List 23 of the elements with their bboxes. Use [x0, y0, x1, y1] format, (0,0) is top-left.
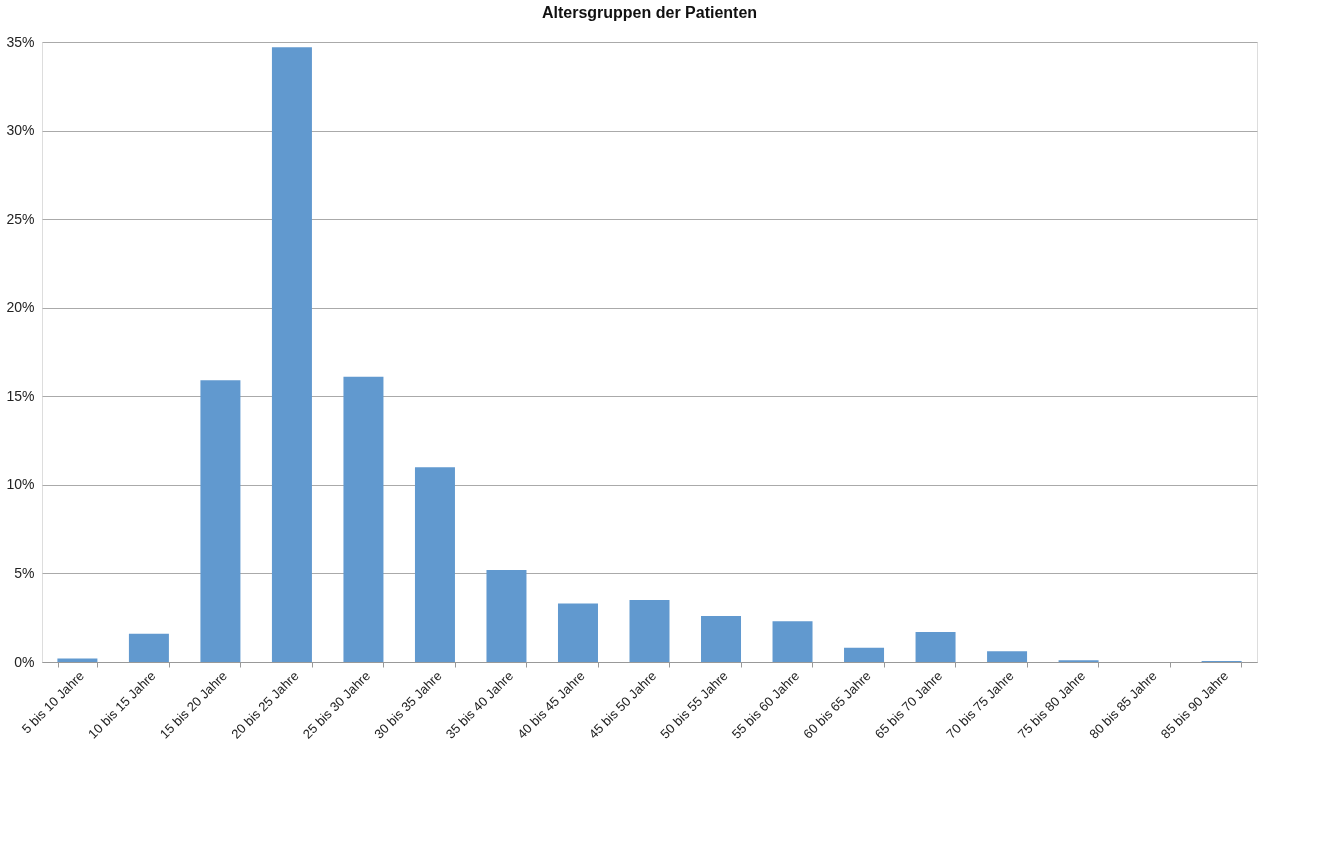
- bar: [57, 658, 98, 662]
- y-tick-label: 20%: [6, 299, 35, 316]
- bar: [701, 615, 742, 662]
- y-tick-label: 30%: [6, 122, 35, 139]
- bar: [557, 603, 598, 662]
- y-tick-label: 10%: [6, 476, 35, 493]
- bar: [343, 376, 384, 662]
- bar: [844, 647, 885, 662]
- bar: [772, 621, 813, 662]
- bar: [629, 600, 670, 662]
- bar: [200, 380, 241, 662]
- y-tick-label: 5%: [14, 564, 35, 581]
- bar: [987, 651, 1028, 662]
- bar: [271, 47, 312, 662]
- y-tick-label: 0%: [14, 653, 35, 670]
- y-tick-label: 15%: [6, 387, 35, 404]
- bar: [915, 631, 956, 662]
- bar: [414, 467, 455, 662]
- y-tick-label: 25%: [6, 210, 35, 227]
- y-tick-label: 35%: [6, 33, 35, 50]
- chart-title: Altersgruppen der Patienten: [541, 4, 758, 21]
- bar: [486, 569, 527, 662]
- bar: [128, 633, 169, 662]
